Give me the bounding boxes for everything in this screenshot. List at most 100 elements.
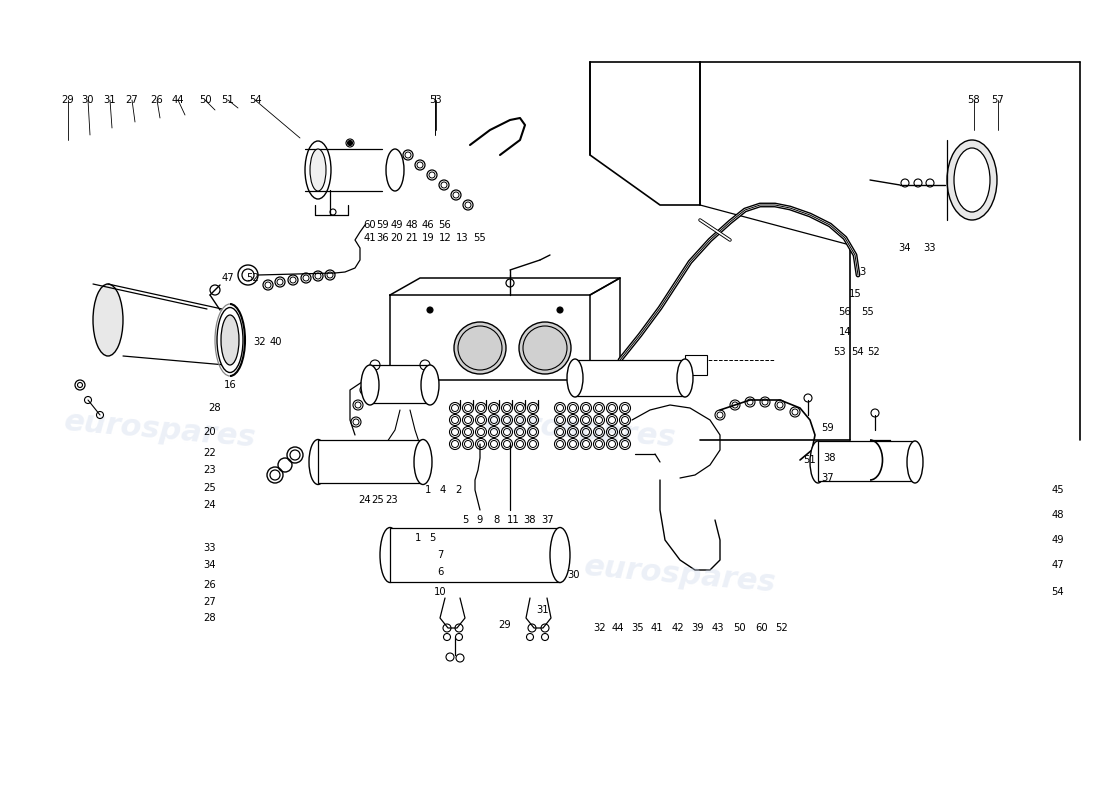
Circle shape xyxy=(557,307,563,313)
Ellipse shape xyxy=(810,441,826,483)
Circle shape xyxy=(443,634,451,641)
Circle shape xyxy=(427,307,433,313)
Text: 29: 29 xyxy=(498,620,512,630)
Ellipse shape xyxy=(309,439,327,485)
Text: 24: 24 xyxy=(204,500,217,510)
Bar xyxy=(575,360,685,396)
Text: 53: 53 xyxy=(834,347,846,357)
Text: 23: 23 xyxy=(204,465,217,475)
Ellipse shape xyxy=(310,149,326,191)
Text: 33: 33 xyxy=(204,543,217,553)
Text: 20: 20 xyxy=(204,427,217,437)
Text: 50: 50 xyxy=(199,95,211,105)
Ellipse shape xyxy=(414,439,432,485)
Text: 29: 29 xyxy=(62,95,75,105)
Text: 1: 1 xyxy=(415,533,421,543)
Text: eurospares: eurospares xyxy=(583,552,778,598)
Text: 6: 6 xyxy=(437,567,443,577)
Ellipse shape xyxy=(908,441,923,483)
Text: 55: 55 xyxy=(474,233,486,243)
Bar xyxy=(818,441,915,481)
Text: 44: 44 xyxy=(612,623,625,633)
Text: eurospares: eurospares xyxy=(483,407,678,453)
Text: 20: 20 xyxy=(390,233,404,243)
Circle shape xyxy=(455,634,462,641)
Text: 21: 21 xyxy=(406,233,418,243)
Text: 57: 57 xyxy=(991,95,1004,105)
Ellipse shape xyxy=(566,359,583,397)
Text: 4: 4 xyxy=(440,485,447,495)
Text: 26: 26 xyxy=(151,95,164,105)
Bar xyxy=(318,440,424,483)
Text: 48: 48 xyxy=(1052,510,1065,520)
Text: eurospares: eurospares xyxy=(63,407,257,453)
Text: 48: 48 xyxy=(406,220,418,230)
Text: 13: 13 xyxy=(455,233,469,243)
Text: 60: 60 xyxy=(364,220,376,230)
Text: 26: 26 xyxy=(204,580,217,590)
Text: 9: 9 xyxy=(476,515,483,525)
Text: 31: 31 xyxy=(103,95,117,105)
Text: 59: 59 xyxy=(376,220,389,230)
Text: 3: 3 xyxy=(859,267,865,277)
Text: 11: 11 xyxy=(507,515,519,525)
Bar xyxy=(580,370,590,380)
Text: 37: 37 xyxy=(541,515,554,525)
Ellipse shape xyxy=(550,527,570,582)
Text: 51: 51 xyxy=(221,95,234,105)
Text: 14: 14 xyxy=(838,327,851,337)
Text: 39: 39 xyxy=(692,623,704,633)
Bar xyxy=(370,365,430,403)
Text: 35: 35 xyxy=(631,623,645,633)
Text: 33: 33 xyxy=(924,243,936,253)
Text: 30: 30 xyxy=(568,570,581,580)
Text: 58: 58 xyxy=(968,95,980,105)
Ellipse shape xyxy=(305,141,331,199)
Text: 45: 45 xyxy=(1052,485,1065,495)
Text: 25: 25 xyxy=(372,495,384,505)
Text: 28: 28 xyxy=(204,613,217,623)
Text: 59: 59 xyxy=(822,423,835,433)
Text: 23: 23 xyxy=(386,495,398,505)
Text: 47: 47 xyxy=(1052,560,1065,570)
Text: 8: 8 xyxy=(494,515,501,525)
Text: 52: 52 xyxy=(776,623,789,633)
Bar xyxy=(390,528,560,582)
Ellipse shape xyxy=(379,527,400,582)
Text: 17: 17 xyxy=(219,337,231,347)
Bar xyxy=(395,370,407,382)
Text: 52: 52 xyxy=(868,347,880,357)
Text: 15: 15 xyxy=(848,289,861,299)
Text: 38: 38 xyxy=(824,453,836,463)
Ellipse shape xyxy=(676,359,693,397)
Text: 51: 51 xyxy=(804,455,816,465)
Circle shape xyxy=(454,322,506,374)
Text: 43: 43 xyxy=(712,623,724,633)
Text: 25: 25 xyxy=(204,483,217,493)
Text: 40: 40 xyxy=(270,337,283,347)
Text: 10: 10 xyxy=(433,587,447,597)
Text: 30: 30 xyxy=(81,95,95,105)
Circle shape xyxy=(519,322,571,374)
Text: 7: 7 xyxy=(437,550,443,560)
Text: 41: 41 xyxy=(364,233,376,243)
Text: 52: 52 xyxy=(246,273,260,283)
Circle shape xyxy=(348,141,352,146)
Text: 18: 18 xyxy=(219,357,231,367)
Text: 34: 34 xyxy=(899,243,911,253)
Text: 49: 49 xyxy=(1052,535,1065,545)
Ellipse shape xyxy=(94,284,123,356)
Text: 56: 56 xyxy=(838,307,851,317)
Text: 54: 54 xyxy=(249,95,262,105)
Text: 44: 44 xyxy=(172,95,185,105)
Text: 12: 12 xyxy=(439,233,451,243)
Text: 56: 56 xyxy=(439,220,451,230)
Text: 28: 28 xyxy=(209,403,221,413)
Text: 34: 34 xyxy=(204,560,217,570)
Text: 53: 53 xyxy=(430,95,442,105)
Ellipse shape xyxy=(386,149,404,191)
Text: 16: 16 xyxy=(223,380,236,390)
Text: 60: 60 xyxy=(756,623,768,633)
Text: 47: 47 xyxy=(222,273,234,283)
Text: 38: 38 xyxy=(524,515,537,525)
